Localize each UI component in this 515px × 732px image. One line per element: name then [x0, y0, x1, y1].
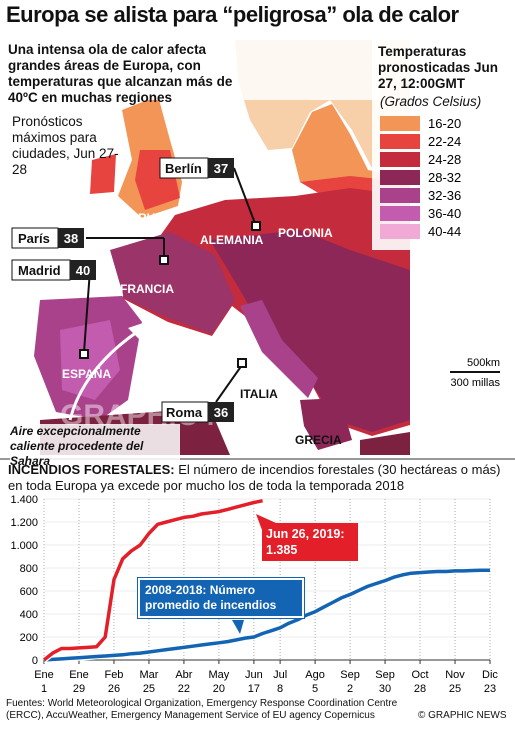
x-tick-label: Abr 22	[175, 669, 192, 695]
city-temp: 36	[214, 405, 228, 420]
sources: Fuentes: World Meteorological Organizati…	[6, 698, 398, 721]
arrow	[68, 328, 141, 421]
land	[360, 432, 410, 455]
x-tick-label: Oct 28	[411, 669, 428, 695]
city-temp: 40	[76, 263, 90, 278]
country-label: FRANCIA	[120, 282, 174, 296]
annotation: Jun 26, 2019: 1.385	[262, 523, 358, 561]
land	[300, 398, 352, 450]
x-tick-label: Jul 8	[273, 669, 287, 695]
x-tick-label: Sep 2	[340, 669, 360, 695]
y-tick-label: 200	[20, 632, 38, 644]
legend-title: Temperaturas pronosticadas Jun 27, 12:00…	[378, 44, 499, 91]
legend-swatch	[380, 224, 420, 239]
legend-label: 40-44	[428, 224, 461, 239]
country-label: GRECIA	[295, 433, 342, 447]
x-tick-label: Sep 30	[375, 669, 395, 695]
country-label: ESPAÑA	[62, 366, 111, 381]
annotation-pointer	[232, 620, 244, 634]
y-tick-label: 400	[20, 609, 38, 621]
legend-swatch	[380, 188, 420, 203]
city-temp: 38	[64, 231, 78, 246]
country-label: ITALIA	[240, 387, 278, 401]
legend-swatch	[380, 206, 420, 221]
city-name: Berlín	[165, 161, 202, 176]
y-tick-label: 1.200	[10, 517, 38, 529]
title: Europa se alista para “peligrosa” ola de…	[6, 2, 459, 27]
x-tick-label: May 20	[209, 669, 230, 695]
city-name: Madrid	[18, 263, 61, 278]
city-dot	[251, 221, 261, 231]
arrow-head	[128, 322, 146, 340]
x-tick-label: Feb 26	[104, 669, 123, 695]
city-markers: Berlín 37 París 38 Madrid 40 Roma 36	[11, 157, 261, 423]
forecast-note: Pronósticos máximos para ciudades, Jun 2…	[12, 114, 119, 177]
legend-label: 28-32	[428, 170, 461, 185]
legend-label: 24-28	[428, 152, 461, 167]
sahara-note: Aire excepcionalmente caliente procedent…	[10, 424, 180, 469]
intro-backdrop	[0, 40, 380, 100]
line-chart: 0 200 400 600 800 1.000 1.200 1.400 Ene 1 Ene 29 Feb…	[10, 494, 498, 695]
x-tick-label: Ene 1	[34, 669, 54, 695]
x-tick-label: Mar 25	[139, 669, 158, 695]
legend-subtitle: (Grados Celsius)	[380, 94, 482, 109]
country-labels: RU ALEMANIA POLONIA FRANCIA ESPAÑA ITALI…	[62, 211, 342, 447]
chart-subtitle: El número de incendios forestales (30 he…	[8, 462, 501, 493]
scale-label: 500km	[467, 357, 500, 369]
x-tick-label: Dic 23	[482, 669, 498, 695]
land	[60, 320, 120, 400]
land	[110, 232, 235, 334]
x-tick-label: Ago 5	[305, 669, 325, 695]
land	[292, 104, 410, 195]
land	[210, 230, 410, 432]
temp-box	[58, 228, 84, 248]
x-tick-label: Ene 29	[69, 669, 89, 695]
country-label: ALEMANIA	[200, 233, 264, 247]
x-tick-label: Nov 25	[445, 669, 465, 695]
series-line	[42, 498, 263, 662]
y-tick-label: 800	[20, 563, 38, 575]
city-dot	[159, 255, 169, 265]
temp-box	[208, 158, 234, 178]
credit: © GRAPHIC NEWS	[418, 710, 507, 721]
temp-box	[70, 260, 96, 280]
chart-heading: INCENDIOS FORESTALES: El número de incen…	[8, 462, 508, 494]
city-temp: 37	[214, 161, 228, 176]
city-name: París	[18, 231, 50, 246]
scale-label: 300 millas	[450, 377, 500, 389]
legend: 16-20 22-24 24-28 28-32 32-36 36-40 40-44	[380, 116, 461, 239]
legend-label: 36-40	[428, 206, 461, 221]
y-tick-label: 1.400	[10, 494, 38, 506]
pointer	[233, 167, 257, 227]
city-name: Roma	[166, 405, 203, 420]
series-line	[43, 568, 490, 662]
legend-swatch	[380, 116, 420, 131]
country-label: RU	[138, 211, 155, 225]
intro: Una intensa ola de calor afecta grandes …	[8, 42, 233, 105]
legend-label: 32-36	[428, 188, 461, 203]
y-tick-label: 1.000	[10, 540, 38, 552]
y-tick-label: 0	[32, 655, 38, 667]
map	[0, 40, 515, 455]
legend-swatch	[380, 170, 420, 185]
legend-entry: 2008-2018: Número promedio de incendios	[137, 577, 305, 619]
pointer	[83, 269, 91, 353]
city-dot	[237, 358, 247, 368]
chart-title: INCENDIOS FORESTALES:	[8, 462, 175, 477]
temp-box	[208, 402, 234, 422]
legend-label: 22-24	[428, 134, 461, 149]
land	[90, 154, 116, 194]
x-tick-label: Jun 17	[245, 669, 263, 695]
legend-label: 16-20	[428, 116, 461, 131]
country-label: POLONIA	[278, 226, 333, 240]
legend-swatch	[380, 152, 420, 167]
y-tick-label: 600	[20, 586, 38, 598]
land	[240, 300, 318, 398]
pointer	[215, 364, 243, 403]
annotation-pointer	[256, 514, 276, 530]
city-dot	[79, 349, 89, 359]
legend-swatch	[380, 134, 420, 149]
